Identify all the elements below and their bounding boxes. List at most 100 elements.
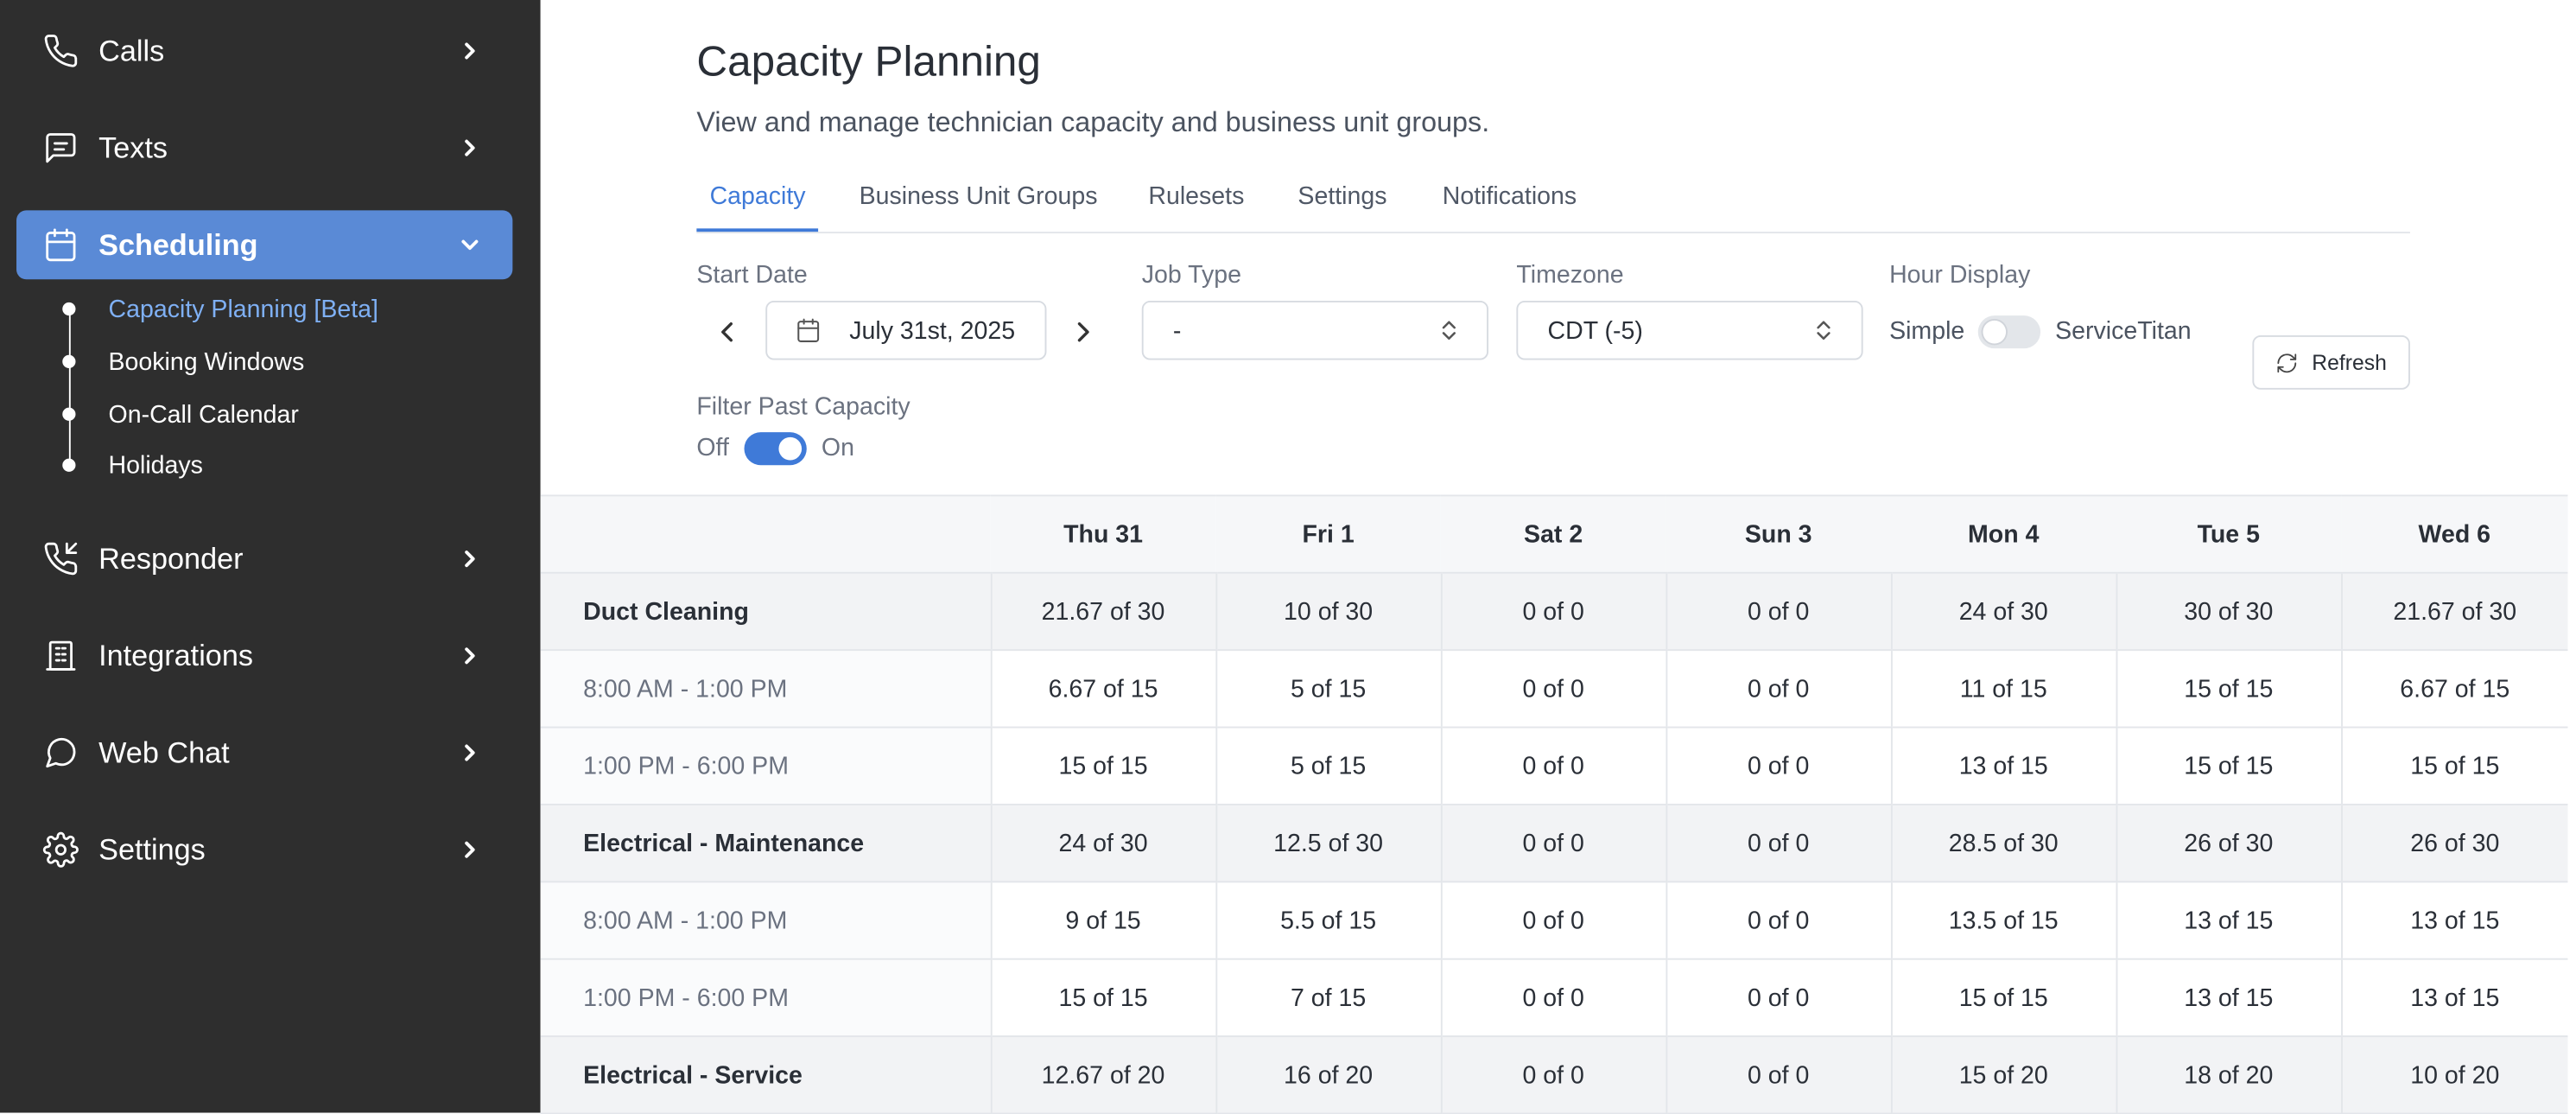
column-header xyxy=(540,494,991,574)
sidebar-item-calls[interactable]: Calls xyxy=(16,16,512,86)
hour-display-label: Hour Display xyxy=(1889,261,2031,290)
table-cell: 12.67 of 20 xyxy=(989,1035,1216,1114)
sidebar-item-scheduling[interactable]: Scheduling xyxy=(16,210,513,280)
chevron-right-icon xyxy=(457,740,483,766)
building-icon xyxy=(42,638,79,674)
subnav-item-holidays[interactable]: Holidays xyxy=(62,447,203,483)
table-cell: 12.5 of 30 xyxy=(1215,803,1441,883)
sidebar-item-web-chat[interactable]: Web Chat xyxy=(16,718,512,787)
message-square-icon xyxy=(42,130,79,166)
table-cell: 15 of 15 xyxy=(989,958,1216,1038)
row-label: Duct Cleaning xyxy=(540,571,991,652)
table-cell: 21.67 of 30 xyxy=(2340,571,2568,652)
start-date-value: July 31st, 2025 xyxy=(849,316,1016,345)
table-header-row: Thu 31 Fri 1 Sat 2 Sun 3 Mon 4 Tue 5 Wed… xyxy=(540,494,2568,574)
next-date-button[interactable] xyxy=(1066,315,1099,348)
table-cell: 13.5 of 15 xyxy=(1890,881,2116,960)
filter-past-toggle[interactable] xyxy=(744,432,807,466)
sidebar-item-label: Web Chat xyxy=(98,735,230,769)
table-cell: 10 of 20 xyxy=(2340,1035,2568,1114)
column-header: Tue 5 xyxy=(2116,494,2342,574)
subnav-item-label: On-Call Calendar xyxy=(108,400,299,429)
table-cell: 0 of 0 xyxy=(1665,1035,1891,1114)
subnav-item-label: Booking Windows xyxy=(108,347,305,376)
refresh-button[interactable]: Refresh xyxy=(2252,334,2410,390)
table-cell: 0 of 0 xyxy=(1439,803,1666,883)
start-date-label: Start Date xyxy=(696,261,808,290)
timezone-select[interactable]: CDT (-5) xyxy=(1516,301,1863,360)
start-date-picker[interactable]: July 31st, 2025 xyxy=(765,301,1047,360)
table-cell: 13 of 15 xyxy=(2340,958,2568,1038)
table-cell: 0 of 0 xyxy=(1665,803,1891,883)
table-cell: 26 of 30 xyxy=(2340,803,2568,883)
sidebar-item-label: Texts xyxy=(98,130,168,164)
column-header: Fri 1 xyxy=(1215,494,1441,574)
subnav-item-booking-windows[interactable]: Booking Windows xyxy=(62,343,304,379)
bullet-icon xyxy=(62,407,76,421)
filter-past-off-label: Off xyxy=(696,434,729,462)
table-cell: 15 of 15 xyxy=(1890,958,2116,1038)
tab-rulesets[interactable]: Rulesets xyxy=(1148,182,1245,211)
active-tab-indicator xyxy=(696,228,819,232)
chevron-up-down-icon xyxy=(1442,321,1456,341)
hour-display-servicetitan-label: ServiceTitan xyxy=(2055,317,2192,346)
table-cell: 6.67 of 15 xyxy=(2340,649,2568,729)
timezone-label: Timezone xyxy=(1516,261,1624,290)
sidebar-item-integrations[interactable]: Integrations xyxy=(16,621,512,691)
hour-display-simple-label: Simple xyxy=(1889,317,1965,346)
table-cell: 0 of 0 xyxy=(1439,881,1666,960)
chevron-right-icon xyxy=(457,643,483,669)
prev-date-button[interactable] xyxy=(711,315,744,348)
row-label: Electrical - Maintenance xyxy=(540,803,991,883)
sidebar-item-texts[interactable]: Texts xyxy=(16,113,512,182)
sidebar: Calls Texts Scheduling Capacity Planning… xyxy=(0,0,541,1113)
subnav-item-capacity-planning[interactable]: Capacity Planning [Beta] xyxy=(62,291,378,328)
gear-icon xyxy=(42,831,79,868)
column-header: Sat 2 xyxy=(1440,494,1666,574)
scheduling-subnav: Capacity Planning [Beta] Booking Windows… xyxy=(0,290,541,487)
chat-bubble-icon xyxy=(42,735,79,771)
main-content: Capacity Planning View and manage techni… xyxy=(540,0,2576,1114)
filter-past-label: Filter Past Capacity xyxy=(696,392,910,421)
table-row: Electrical - Maintenance 24 of 30 12.5 o… xyxy=(540,803,2568,883)
chevron-right-icon xyxy=(457,38,483,64)
sidebar-item-label: Scheduling xyxy=(98,227,258,261)
chevron-down-icon xyxy=(457,232,483,258)
refresh-label: Refresh xyxy=(2312,350,2387,375)
table-cell: 5 of 15 xyxy=(1215,649,1441,729)
table-cell: 15 of 15 xyxy=(2115,726,2342,805)
table-cell: 13 of 15 xyxy=(1890,726,2116,805)
table-cell: 7 of 15 xyxy=(1215,958,1441,1038)
chevron-up-down-icon xyxy=(1817,321,1830,341)
table-cell: 15 of 15 xyxy=(989,726,1216,805)
table-cell: 24 of 30 xyxy=(989,803,1216,883)
sidebar-item-label: Responder xyxy=(98,541,244,575)
column-header: Sun 3 xyxy=(1666,494,1891,574)
table-cell: 13 of 15 xyxy=(2115,881,2342,960)
tab-settings[interactable]: Settings xyxy=(1298,182,1387,211)
phone-icon xyxy=(42,33,79,69)
chevron-right-icon xyxy=(457,135,483,161)
table-cell: 0 of 0 xyxy=(1665,649,1891,729)
bullet-icon xyxy=(62,458,76,472)
table-cell: 5.5 of 15 xyxy=(1215,881,1441,960)
hour-display-toggle[interactable] xyxy=(1977,315,2041,349)
sidebar-item-settings[interactable]: Settings xyxy=(16,815,512,884)
tab-notifications[interactable]: Notifications xyxy=(1442,182,1577,211)
subnav-item-on-call-calendar[interactable]: On-Call Calendar xyxy=(62,396,299,432)
subnav-item-label: Capacity Planning [Beta] xyxy=(108,295,378,323)
row-label: 1:00 PM - 6:00 PM xyxy=(540,958,991,1038)
subnav-line xyxy=(68,309,71,468)
sidebar-item-responder[interactable]: Responder xyxy=(16,525,512,594)
tab-business-unit-groups[interactable]: Business Unit Groups xyxy=(859,182,1098,211)
table-row: 8:00 AM - 1:00 PM 6.67 of 15 5 of 15 0 o… xyxy=(540,649,2568,729)
table-cell: 0 of 0 xyxy=(1665,726,1891,805)
table-cell: 0 of 0 xyxy=(1439,726,1666,805)
bullet-icon xyxy=(62,302,76,316)
table-cell: 0 of 0 xyxy=(1665,571,1891,652)
table-cell: 6.67 of 15 xyxy=(989,649,1216,729)
job-type-select[interactable]: - xyxy=(1141,301,1489,360)
table-cell: 13 of 15 xyxy=(2340,881,2568,960)
tab-capacity[interactable]: Capacity xyxy=(709,182,806,211)
table-cell: 24 of 30 xyxy=(1890,571,2116,652)
